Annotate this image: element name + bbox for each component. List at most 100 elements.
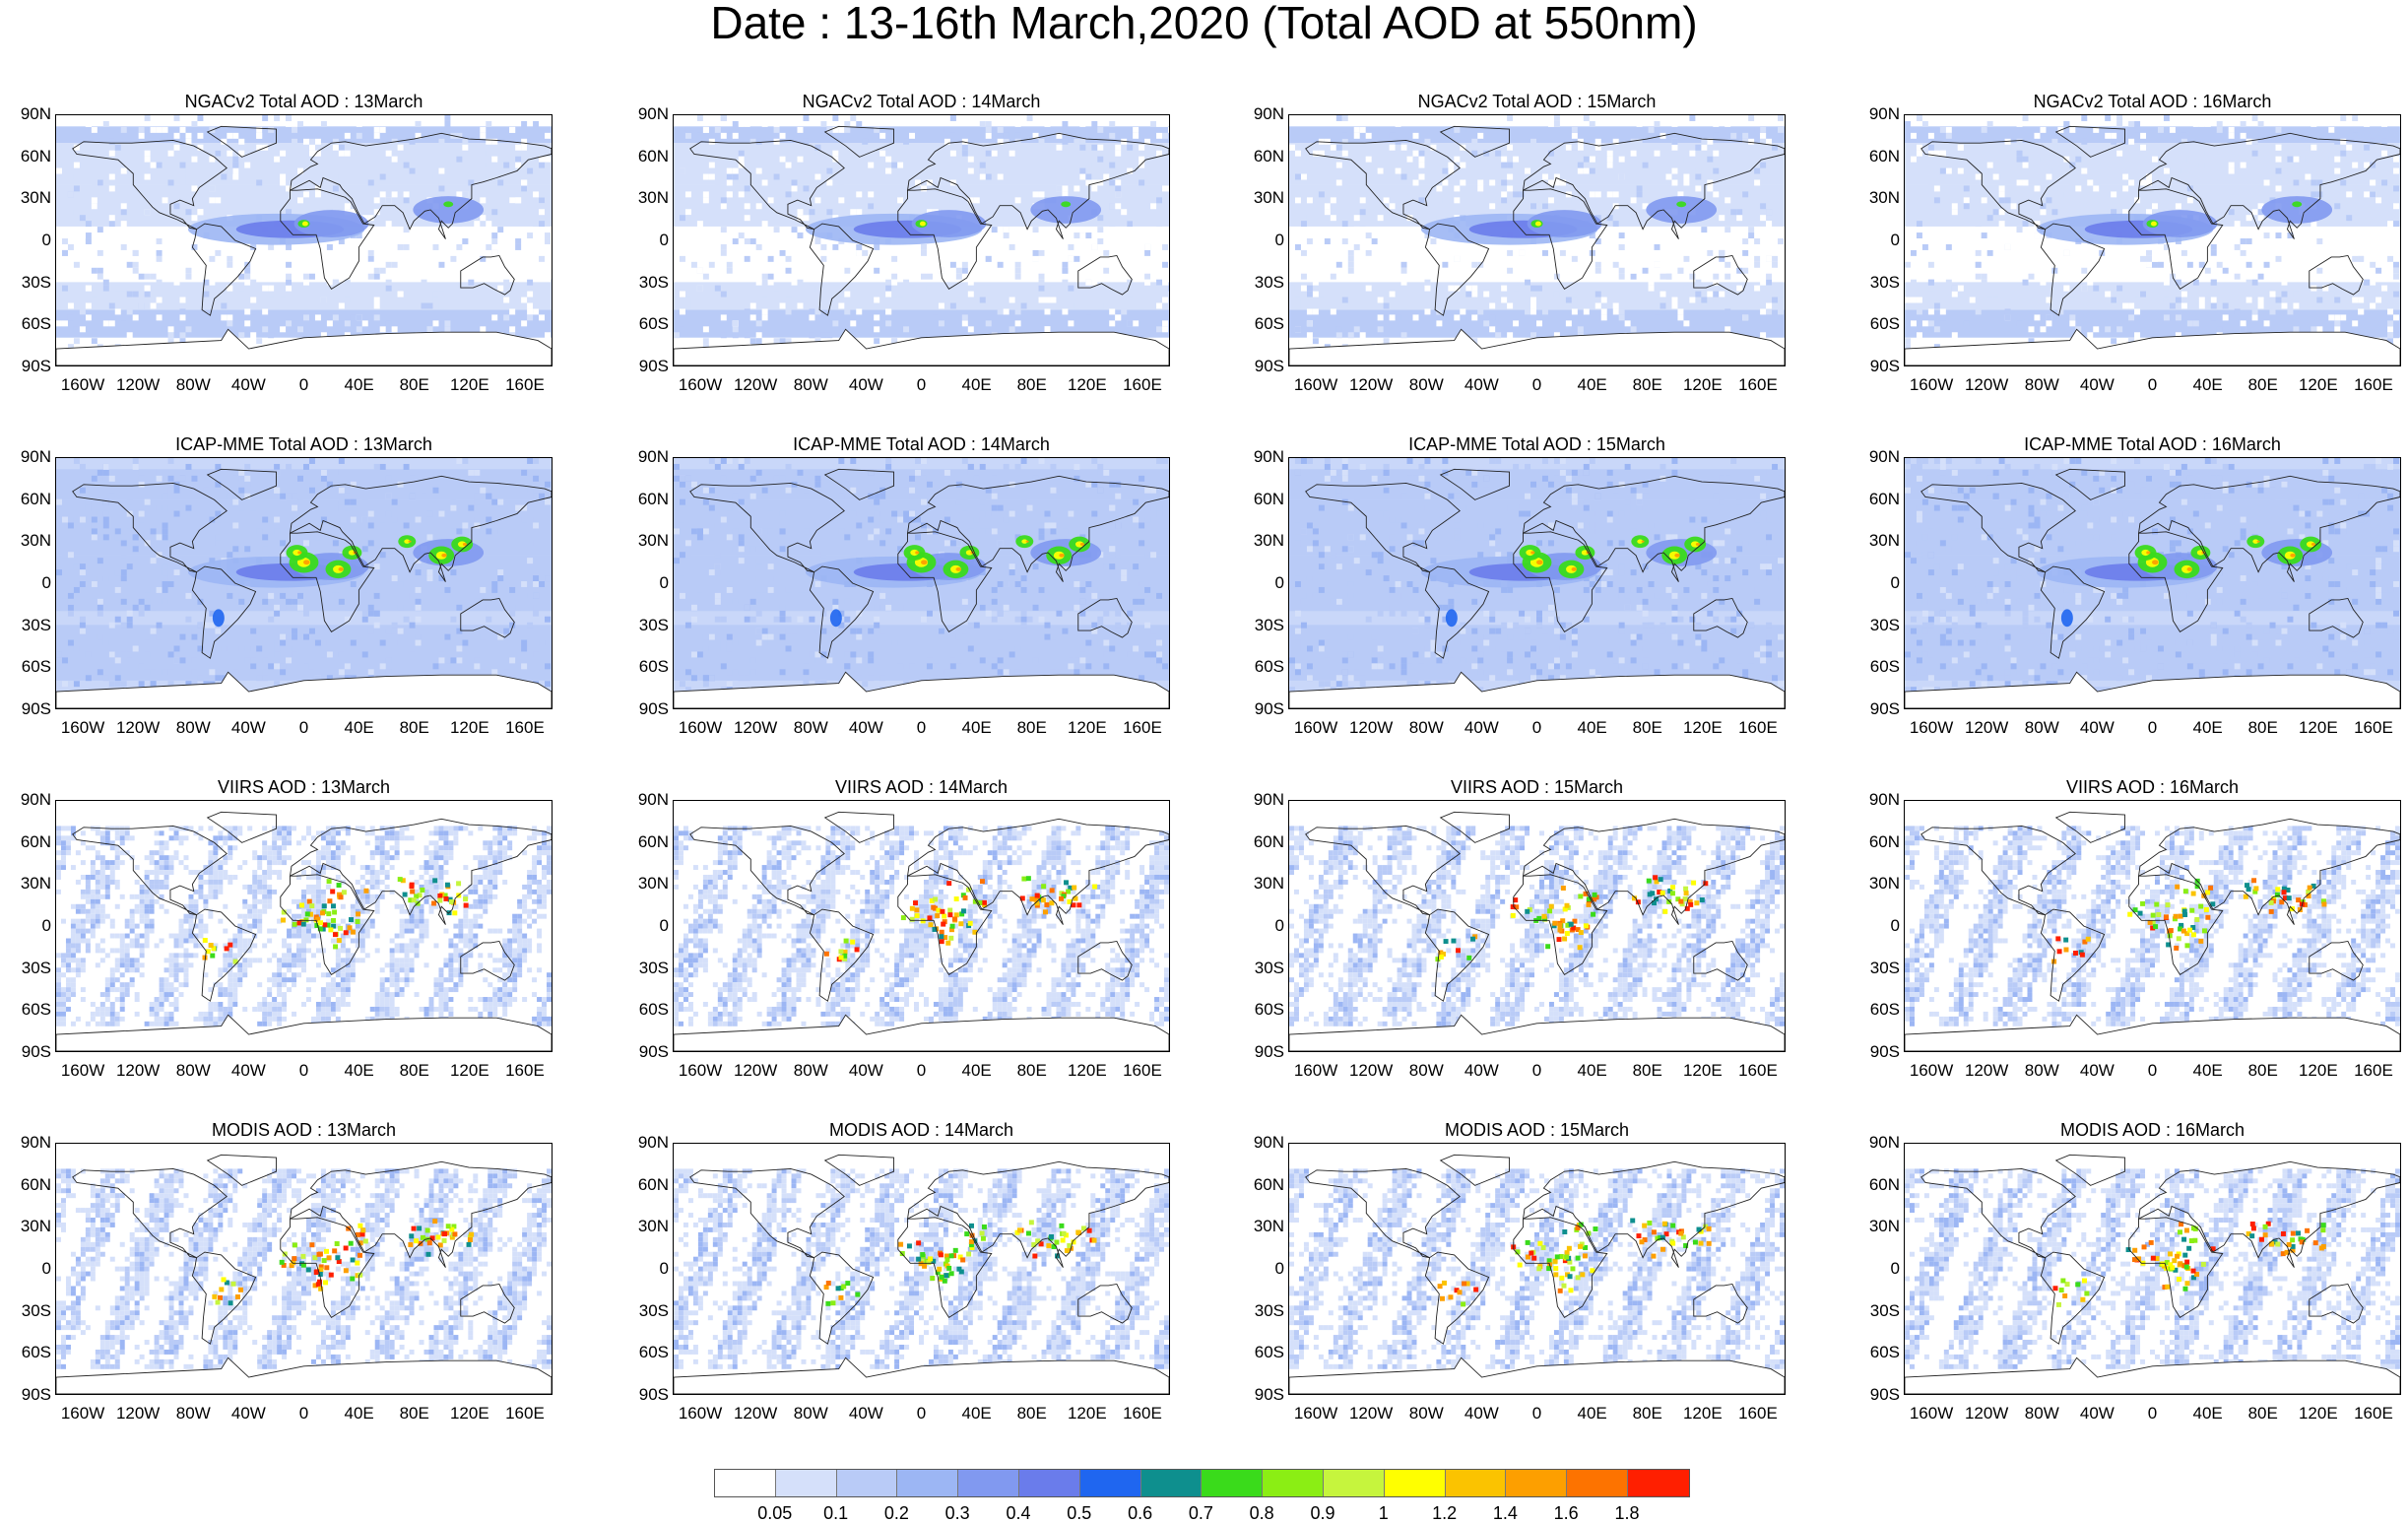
latitude-tick-label: 90S (1849, 700, 1900, 718)
longitude-tick-label: 40E (325, 719, 394, 737)
aod-map (673, 457, 1170, 709)
colorbar-tick-label: 1.4 (1475, 1504, 1534, 1523)
longitude-tick-label: 80W (2007, 1405, 2076, 1423)
colorbar-tick-label: 1.6 (1536, 1504, 1595, 1523)
longitude-tick-label: 120E (1668, 1405, 1737, 1423)
longitude-tick-label: 80W (1392, 719, 1461, 737)
longitude-tick-label: 120W (1952, 719, 2021, 737)
longitude-tick-label: 120E (1053, 1405, 1122, 1423)
longitude-tick-label: 160E (1108, 719, 1177, 737)
longitude-tick-label: 160W (1897, 719, 1966, 737)
aod-field (674, 458, 1169, 708)
longitude-tick-label: 40W (2062, 1062, 2131, 1080)
longitude-tick-label: 120E (435, 719, 504, 737)
aod-field (1289, 458, 1785, 708)
latitude-tick-label: 90N (1233, 105, 1284, 123)
map-panel-icap-mme-3: ICAP-MME Total AOD : 15March 90N 60N 30N 0 30… (1233, 434, 1786, 769)
latitude-tick-label: 90N (1849, 1134, 1900, 1152)
map-panel-modis-4: MODIS AOD : 16March 90N 60N 30N 0 30S 60S 90S 16… (1849, 1120, 2401, 1455)
latitude-tick-label: 90N (618, 791, 669, 809)
longitude-tick-label: 120E (435, 1062, 504, 1080)
map-panel-icap-mme-4: ICAP-MME Total AOD : 16March 90N 60N 30N 0 30… (1849, 434, 2401, 769)
latitude-tick-label: 30S (1849, 616, 1900, 634)
latitude-tick-label: 90N (1233, 791, 1284, 809)
latitude-tick-label: 60S (1233, 658, 1284, 676)
longitude-tick-label: 40W (2062, 719, 2131, 737)
latitude-tick-label: 30N (618, 1218, 669, 1235)
longitude-tick-label: 120E (2284, 1405, 2353, 1423)
latitude-tick-label: 30N (0, 532, 51, 550)
longitude-tick-label: 120E (1668, 376, 1737, 394)
longitude-tick-label: 40E (1558, 1062, 1627, 1080)
latitude-tick-label: 0 (1849, 917, 1900, 935)
colorbar-swatch (1567, 1470, 1628, 1496)
aod-map (1288, 114, 1786, 366)
aod-field (1289, 1144, 1785, 1394)
longitude-tick-label: 160W (1897, 376, 1966, 394)
longitude-tick-label: 160E (1724, 1062, 1792, 1080)
panel-title: ICAP-MME Total AOD : 15March (1288, 434, 1786, 454)
aod-field (56, 458, 552, 708)
colorbar-swatch (1445, 1470, 1507, 1496)
longitude-tick-label: 120W (1952, 1062, 2021, 1080)
colorbar-tick-label: 0.2 (867, 1504, 926, 1523)
latitude-tick-label: 30N (1849, 532, 1900, 550)
longitude-tick-label: 40E (325, 1062, 394, 1080)
longitude-tick-label: 80E (998, 1405, 1067, 1423)
latitude-tick-label: 0 (618, 1260, 669, 1278)
aod-map (1288, 1143, 1786, 1395)
panel-title: VIIRS AOD : 15March (1288, 777, 1786, 797)
longitude-tick-label: 120E (2284, 1062, 2353, 1080)
map-panel-viirs-1: VIIRS AOD : 13March 90N 60N 30N 0 30S 60S 90S 16… (0, 777, 553, 1112)
colorbar-tick-label: 1 (1354, 1504, 1413, 1523)
aod-field (1905, 115, 2400, 365)
panel-title: ICAP-MME Total AOD : 14March (673, 434, 1170, 454)
latitude-tick-label: 30S (1849, 959, 1900, 977)
longitude-tick-label: 160W (1281, 719, 1350, 737)
longitude-tick-label: 80W (159, 376, 228, 394)
latitude-tick-label: 60S (1233, 315, 1284, 333)
longitude-tick-label: 80W (776, 1405, 845, 1423)
longitude-tick-label: 0 (2118, 1405, 2187, 1423)
latitude-tick-label: 30S (1233, 959, 1284, 977)
colorbar-tick-label: 0.7 (1171, 1504, 1230, 1523)
longitude-tick-label: 80W (1392, 1405, 1461, 1423)
longitude-tick-label: 80W (776, 376, 845, 394)
longitude-tick-label: 80E (1613, 376, 1682, 394)
longitude-tick-label: 160E (1108, 1062, 1177, 1080)
longitude-tick-label: 80E (2229, 376, 2298, 394)
longitude-tick-label: 0 (270, 719, 339, 737)
latitude-tick-label: 60S (618, 1344, 669, 1361)
latitude-tick-label: 30S (1849, 1301, 1900, 1320)
latitude-tick-label: 30N (1233, 532, 1284, 550)
longitude-tick-label: 120E (1668, 719, 1737, 737)
longitude-tick-label: 160E (490, 1062, 559, 1080)
longitude-tick-label: 40E (2174, 376, 2243, 394)
aod-map (55, 1143, 553, 1395)
latitude-tick-label: 90N (0, 105, 51, 123)
latitude-tick-label: 30N (1233, 189, 1284, 207)
latitude-tick-label: 90S (618, 1386, 669, 1404)
latitude-tick-label: 30S (1233, 616, 1284, 634)
longitude-tick-label: 160W (1897, 1062, 1966, 1080)
longitude-tick-label: 80E (380, 719, 449, 737)
longitude-tick-label: 40E (1558, 376, 1627, 394)
longitude-tick-label: 40W (214, 376, 283, 394)
longitude-tick-label: 80E (998, 719, 1067, 737)
aod-field (674, 115, 1169, 365)
longitude-tick-label: 80E (2229, 719, 2298, 737)
latitude-tick-label: 60S (0, 658, 51, 676)
aod-map (1904, 114, 2401, 366)
longitude-tick-label: 80E (380, 1405, 449, 1423)
latitude-tick-label: 30N (0, 189, 51, 207)
aod-map (673, 1143, 1170, 1395)
aod-map (1904, 457, 2401, 709)
longitude-tick-label: 160W (1281, 1405, 1350, 1423)
map-panel-ngacv2-4: NGACv2 Total AOD : 16March 90N 60N 30N 0 30S 6… (1849, 92, 2401, 427)
map-panel-modis-2: MODIS AOD : 14March 90N 60N 30N 0 30S 60S 90S 16… (618, 1120, 1170, 1455)
longitude-tick-label: 80E (998, 1062, 1067, 1080)
colorbar-swatch (1384, 1470, 1446, 1496)
aod-field (1905, 458, 2400, 708)
latitude-tick-label: 60N (1233, 1175, 1284, 1194)
longitude-tick-label: 0 (887, 376, 956, 394)
